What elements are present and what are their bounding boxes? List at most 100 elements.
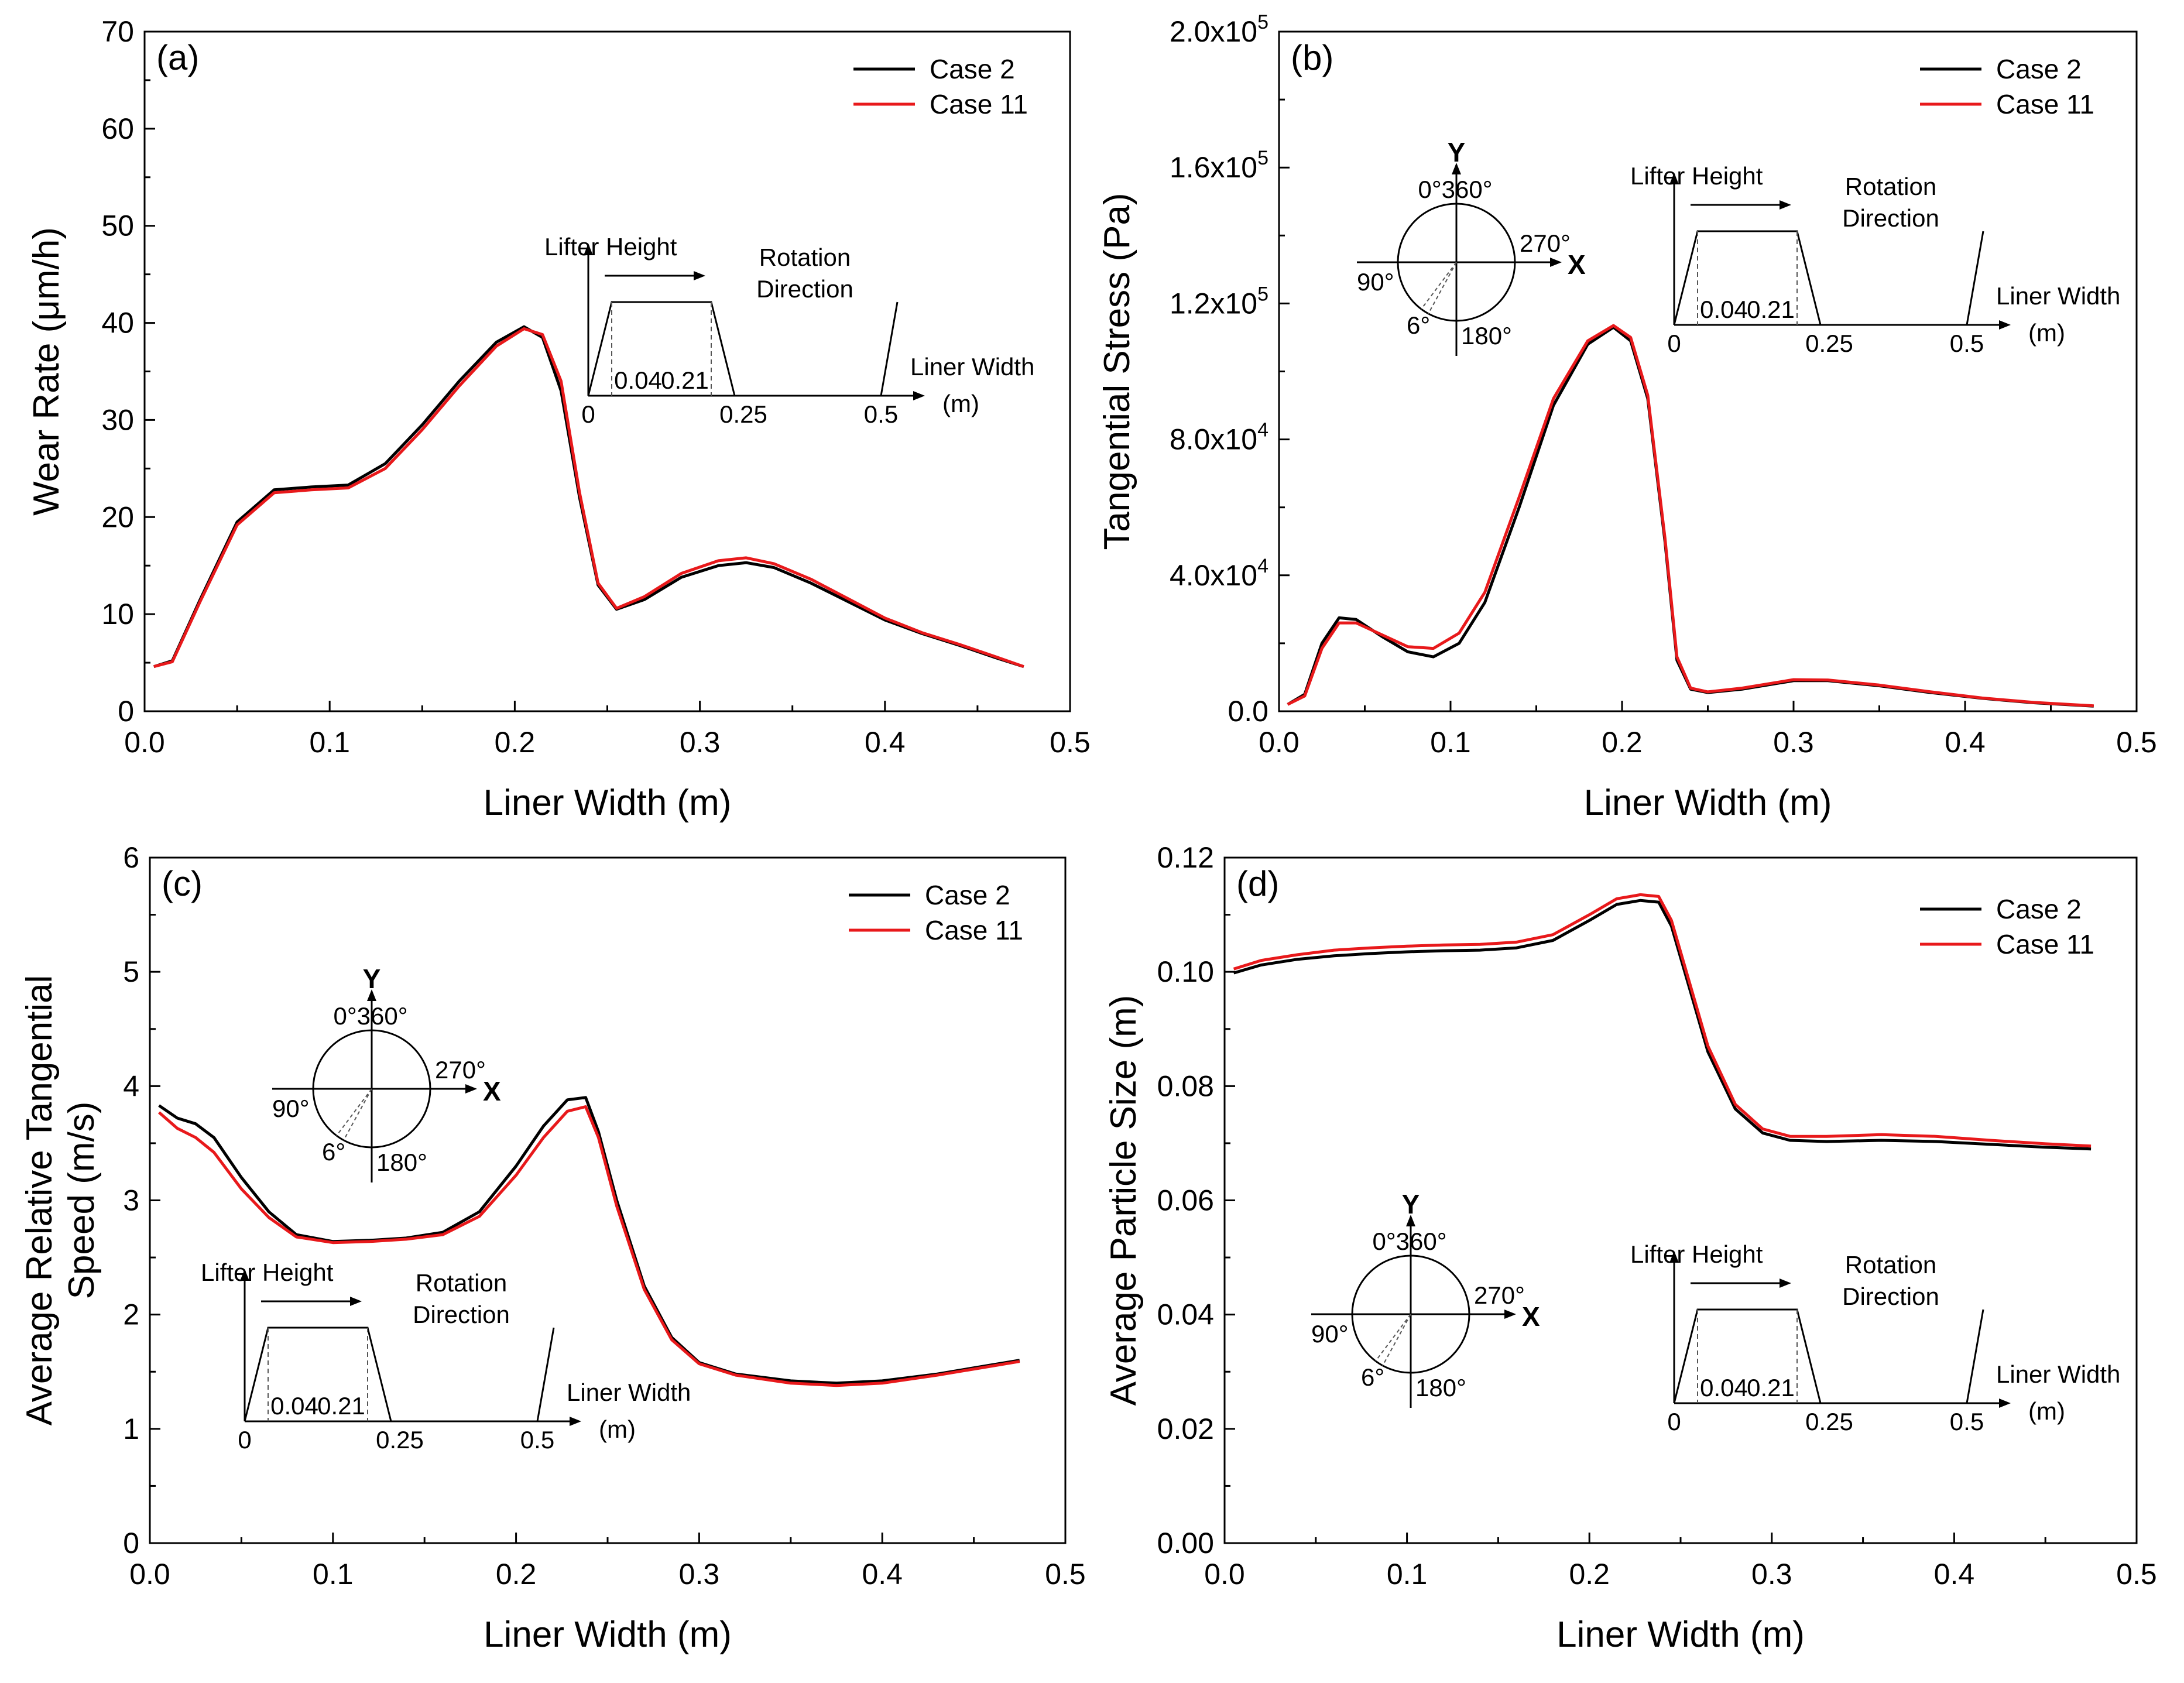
y-tick-label: 0.02 xyxy=(1157,1413,1214,1445)
plot-frame xyxy=(1278,30,2138,712)
inset-tick-004: 0.04 xyxy=(270,1392,318,1420)
x-tick-label: 0.4 xyxy=(865,726,906,759)
panel-b: 0.0 0.1 0.2 0.3 0.4 0.50.04.0x1048.0x1041.2x1… xyxy=(1097,11,2157,823)
inset-rotation: Rotation xyxy=(416,1269,507,1297)
inset-tick-05: 0.5 xyxy=(864,400,898,428)
orientation-90: 90° xyxy=(272,1095,310,1122)
inset-unit: (m) xyxy=(942,390,979,417)
lifter-inset: Lifter Height Rotation Direction Liner Widt… xyxy=(1630,1240,2120,1435)
inset-liner-width: Liner Width xyxy=(910,353,1034,381)
inset-tick-025: 0.25 xyxy=(719,400,767,428)
x-axis-label: Liner Width (m) xyxy=(1584,783,1832,823)
liner-edge xyxy=(1966,1309,1984,1404)
inset-tick-0: 0 xyxy=(581,400,595,428)
y-tick-label: 3 xyxy=(123,1184,139,1217)
orientation-180: 180° xyxy=(376,1149,427,1176)
x-tick-label: 0.1 xyxy=(309,726,350,759)
orientation-180: 180° xyxy=(1461,322,1512,349)
x-tick-label: 0.5 xyxy=(2116,1558,2157,1591)
inset-tick-021: 0.21 xyxy=(1747,1374,1795,1401)
dash-guide xyxy=(1428,262,1457,314)
y-tick-mantissa: 4.0x10 xyxy=(1170,559,1257,592)
arrowhead-icon xyxy=(1999,320,2011,330)
legend-label: Case 2 xyxy=(1996,54,2082,84)
inset-tick-05: 0.5 xyxy=(520,1426,554,1454)
arrowhead-icon xyxy=(1504,1310,1516,1319)
inset-tick-0: 0 xyxy=(1667,330,1681,357)
y-tick-label: 0 xyxy=(118,695,134,728)
y-tick-label: 0.10 xyxy=(1157,955,1214,988)
y-tick-mantissa: 1.6x10 xyxy=(1170,151,1257,184)
orientation-90: 90° xyxy=(1311,1320,1349,1348)
y-tick-label: 0.06 xyxy=(1157,1184,1214,1217)
x-tick-label: 0.3 xyxy=(679,1558,720,1591)
lifter-profile xyxy=(587,301,736,396)
y-tick-label: 8.0x104 xyxy=(1170,419,1268,456)
panel-a: 0.0 0.1 0.2 0.3 0.4 0.5 0 10 20 30 40 50 60 70 Liner W… xyxy=(26,15,1091,823)
y-tick-label: 10 xyxy=(101,598,134,630)
orientation-inset: Y X 0°360° 270° 90° 180° 6° xyxy=(1357,137,1586,356)
arrowhead-icon xyxy=(570,1417,581,1426)
x-tick-label: 0.4 xyxy=(1934,1558,1975,1591)
lifter-profile xyxy=(1673,1308,1822,1404)
dash-guide xyxy=(336,1088,372,1136)
liner-edge xyxy=(536,1327,555,1422)
arrowhead-icon xyxy=(694,271,705,280)
inset-tick-004: 0.04 xyxy=(614,366,662,394)
x-tick-label: 0.2 xyxy=(1569,1558,1610,1591)
inset-tick-021: 0.21 xyxy=(1747,296,1795,323)
inset-unit: (m) xyxy=(2028,1397,2065,1425)
legend-label: Case 11 xyxy=(930,89,1028,119)
inset-lifter-height: Lifter Height xyxy=(1630,1240,1763,1268)
arrowhead-icon xyxy=(1406,1215,1415,1226)
y-tick-label: 30 xyxy=(101,403,134,436)
orientation-0-360: 0°360° xyxy=(1418,176,1492,203)
orientation-90: 90° xyxy=(1357,268,1394,296)
y-tick-label: 0.08 xyxy=(1157,1070,1214,1102)
x-tick-label: 0.1 xyxy=(1430,726,1471,759)
series-line-case-2 xyxy=(1233,899,2092,1151)
orientation-270: 270° xyxy=(1520,229,1571,257)
panel-label: (b) xyxy=(1291,38,1333,77)
y-tick-label: 1.6x105 xyxy=(1170,147,1268,184)
y-tick-label: 40 xyxy=(101,307,134,340)
lifter-inset: Lifter Height Rotation Direction Liner Widt… xyxy=(201,1259,691,1454)
panel-label: (a) xyxy=(156,38,199,77)
x-tick-label: 0.4 xyxy=(862,1558,903,1591)
legend-label: Case 2 xyxy=(1996,894,2082,924)
x-tick-label: 0.5 xyxy=(1045,1558,1086,1591)
series-line-case-11 xyxy=(1233,893,2092,1148)
x-tick-label: 0.5 xyxy=(1050,726,1091,759)
liner-edge xyxy=(1966,231,1984,325)
panel-label: (d) xyxy=(1236,864,1279,903)
x-tick-label: 0.1 xyxy=(313,1558,354,1591)
orientation-270: 270° xyxy=(1474,1281,1525,1309)
dash-guide xyxy=(1375,1314,1411,1362)
y-axis-label: Average Particle Size (m) xyxy=(1103,995,1144,1406)
dash-guide xyxy=(343,1088,372,1141)
orientation-0-360: 0°360° xyxy=(333,1002,407,1030)
dash-guide xyxy=(1421,262,1457,310)
orientation-6: 6° xyxy=(1361,1363,1384,1391)
inset-rotation: Rotation xyxy=(1845,173,1936,200)
inset-direction: Direction xyxy=(756,275,853,303)
x-tick-label: 0.0 xyxy=(1259,726,1300,759)
y-tick-exponent: 5 xyxy=(1257,283,1268,305)
y-tick-mantissa: 2.0x10 xyxy=(1170,15,1257,48)
x-tick-label: 0.0 xyxy=(124,726,165,759)
y-tick-mantissa: 8.0x10 xyxy=(1170,423,1257,456)
inset-tick-025: 0.25 xyxy=(376,1426,424,1454)
y-tick-label: 4 xyxy=(123,1070,139,1102)
inset-direction: Direction xyxy=(1842,204,1939,232)
y-tick-exponent: 5 xyxy=(1257,147,1268,169)
orientation-6: 6° xyxy=(322,1138,345,1166)
y-tick-label: 1.2x105 xyxy=(1170,283,1268,320)
y-tick-label: 4.0x104 xyxy=(1170,555,1268,592)
arrowhead-icon xyxy=(584,244,593,255)
arrowhead-icon xyxy=(913,391,925,400)
orientation-x-label: X xyxy=(483,1076,501,1106)
arrowhead-icon xyxy=(1780,200,1791,210)
y-tick-label: 50 xyxy=(101,210,134,242)
y-tick-label: 2 xyxy=(123,1298,139,1331)
legend-label: Case 11 xyxy=(1996,929,2094,959)
